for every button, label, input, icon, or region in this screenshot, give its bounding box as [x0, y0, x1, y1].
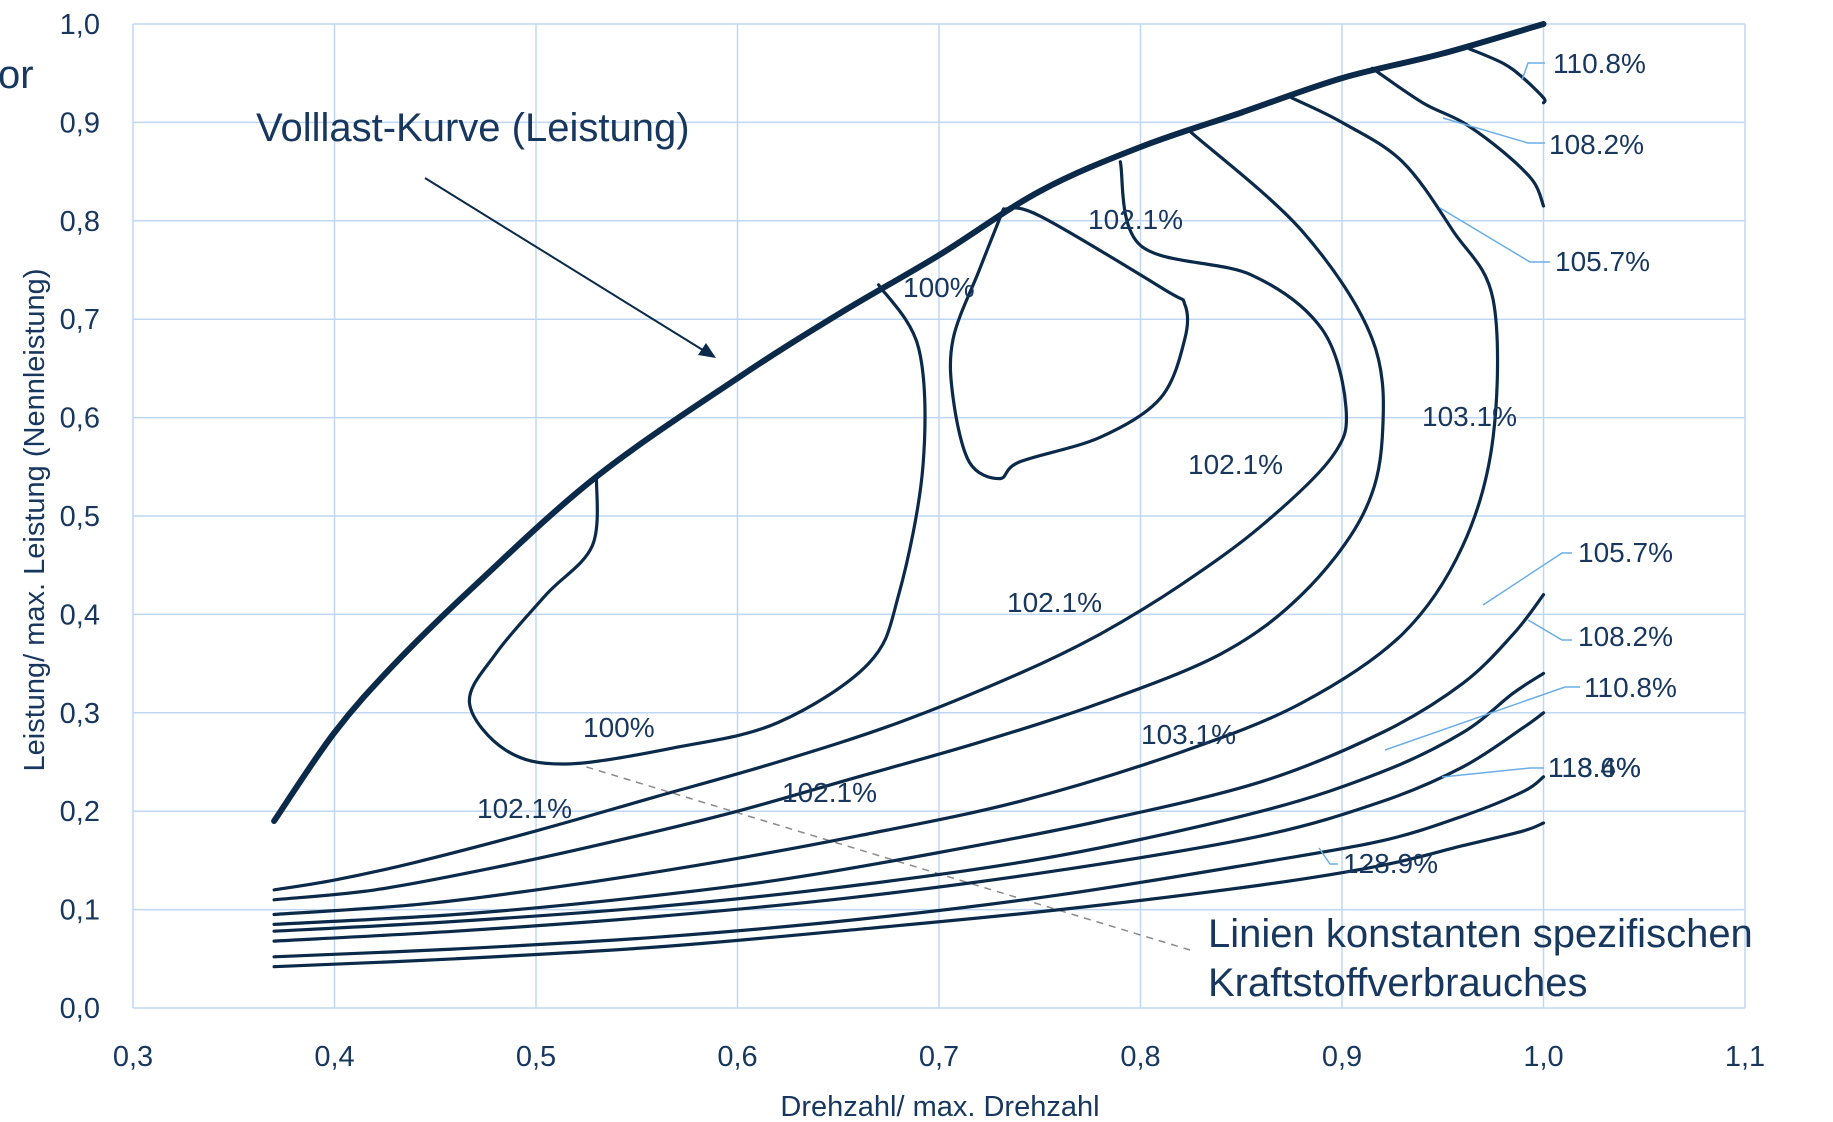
contour-label: 102.1% — [1007, 587, 1102, 618]
y-axis-label: Leistung/ max. Leistung (Nennleistung) — [19, 269, 51, 772]
label-leader — [1441, 767, 1544, 778]
annotation-full-load: Volllast-Kurve (Leistung) — [256, 106, 690, 150]
contour-label: 105.7% — [1578, 537, 1673, 568]
contour-line — [272, 775, 1546, 959]
contour-labels: 110.8% 108.2% 105.7% 102.1% 100% 102.1% 103.1%… — [477, 48, 1677, 879]
contour-line — [272, 130, 1386, 902]
x-tick-label: 0,7 — [919, 1041, 959, 1073]
clipped-text: or — [0, 53, 34, 97]
x-tick-label: 0,3 — [113, 1041, 153, 1073]
y-tick-label: 0,0 — [60, 993, 100, 1025]
y-tick-label: 1,0 — [60, 9, 100, 41]
contour-label: 113.4% — [1548, 752, 1641, 783]
contour-label: 118.6% — [1548, 752, 1641, 783]
contour-line — [272, 671, 1546, 933]
contour-label: 108.2% — [1578, 621, 1673, 652]
contour-line — [272, 821, 1546, 969]
contour-line — [948, 206, 1190, 481]
contour-line — [1467, 47, 1547, 105]
contour-line — [1370, 66, 1546, 208]
contour-label: 102.1% — [1088, 204, 1183, 235]
contour-label: 100% — [903, 272, 975, 303]
annotation-lines-1: Linien konstanten spezifischen — [1208, 912, 1753, 956]
contour-label: 110.8% — [1553, 48, 1646, 79]
y-tick-label: 0,5 — [60, 501, 100, 533]
contour-label: 102.1% — [1188, 449, 1283, 480]
dashed-leader — [586, 766, 1191, 951]
x-tick-label: 0,8 — [1120, 1041, 1160, 1073]
contour-label: 103.1% — [1141, 719, 1236, 750]
full-load-curve — [271, 21, 1547, 824]
grid — [132, 23, 1746, 1009]
contour-label: 128.9% — [1343, 848, 1438, 879]
x-tick-label: 1,1 — [1725, 1041, 1765, 1073]
contour-line — [272, 160, 1349, 892]
x-axis-label: Drehzahl/ max. Drehzahl — [780, 1091, 1099, 1122]
contour-label: 108.2% — [1549, 129, 1644, 160]
tick-labels: 0,3 0,4 0,5 0,6 0,7 0,8 0,9 1,0 1,1 0,0 0,1 0,2 0,3 0… — [60, 9, 1765, 1073]
y-tick-label: 0,4 — [60, 599, 100, 631]
label-leader — [1442, 117, 1545, 144]
y-tick-label: 0,2 — [60, 796, 100, 828]
contour-label: 110.8% — [1584, 672, 1677, 703]
label-leader — [1384, 686, 1580, 751]
x-tick-label: 0,6 — [717, 1041, 757, 1073]
label-leader — [1527, 619, 1572, 641]
label-leader — [1439, 207, 1550, 263]
x-tick-label: 0,9 — [1322, 1041, 1362, 1073]
contour-label: 102.1% — [477, 793, 572, 824]
y-tick-label: 0,1 — [60, 895, 100, 927]
full-load-arrow — [424, 177, 716, 358]
label-leaders — [1318, 62, 1580, 865]
y-tick-label: 0,3 — [60, 698, 100, 730]
contour-label: 100% — [583, 712, 655, 743]
annotation-leader-dashed — [586, 766, 1191, 951]
y-tick-label: 0,6 — [60, 403, 100, 435]
contour-label: 102.1% — [782, 777, 877, 808]
contour-line — [467, 283, 927, 766]
x-tick-label: 0,5 — [516, 1041, 556, 1073]
y-tick-label: 0,8 — [60, 206, 100, 238]
label-leader — [1482, 552, 1572, 606]
series-group — [271, 21, 1547, 969]
annotation-lines-2: Kraftstoffverbrauches — [1208, 961, 1587, 1005]
x-tick-label: 1,0 — [1523, 1041, 1563, 1073]
contour-line — [272, 711, 1546, 943]
label-leader — [1521, 62, 1545, 81]
y-tick-label: 0,7 — [60, 304, 100, 336]
contour-line — [272, 96, 1500, 917]
contour-label: 103.1% — [1422, 401, 1517, 432]
y-tick-label: 0,9 — [60, 107, 100, 139]
x-tick-label: 0,4 — [314, 1041, 354, 1073]
label-leader — [1318, 847, 1338, 865]
contour-line — [272, 593, 1546, 926]
contour-label: 105.7% — [1555, 246, 1650, 277]
